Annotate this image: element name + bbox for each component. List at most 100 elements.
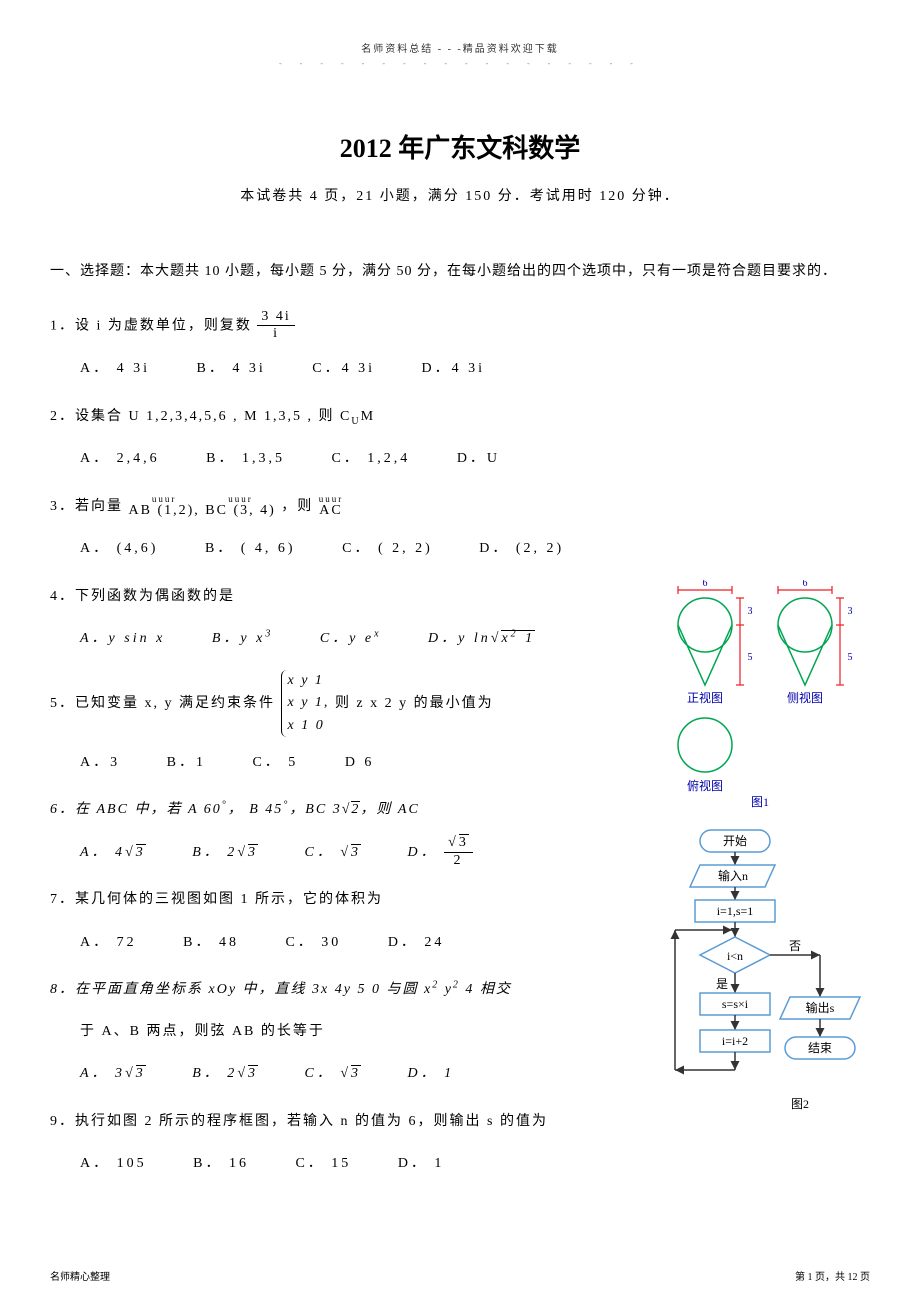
q1-D: D．4 3i (421, 351, 485, 387)
q4-D-sqrt-sup: 2 (511, 629, 519, 640)
q3-ac: AC (319, 503, 342, 518)
footer-left: 名师精心整理 (50, 1268, 110, 1283)
q5-post: 则 z x 2 y 的最小值为 (335, 696, 494, 711)
q3-mid: ，则 (281, 499, 319, 514)
q4-A: A．y sin x (80, 621, 165, 657)
flow-end: 结束 (808, 1041, 832, 1055)
q1-frac-den: i (257, 326, 294, 343)
q8-B-sqrt: 3 (248, 1065, 258, 1081)
q2-options: A． 2,4,6 B． 1,3,5 C． 1,2,4 D．U (50, 441, 870, 477)
q3-ab: AB (1,2), (129, 503, 200, 518)
q3-D: D． (2, 2) (479, 531, 564, 567)
flow-step1: s=s×i (722, 997, 749, 1011)
q7-C: C． 30 (285, 925, 341, 961)
question-9: 9．执行如图 2 所示的程序框图，若输入 n 的值为 6，则输出 s 的值为 (50, 1105, 650, 1139)
question-8-line2: 于 A、B 两点，则弦 AB 的长等于 (50, 1015, 650, 1049)
q6-C-sqrt: 3 (351, 844, 361, 860)
q9-B: B． 16 (193, 1146, 249, 1182)
q8-D: D． 1 (408, 1056, 455, 1092)
q6-B-sqrt: 3 (248, 844, 258, 860)
fig1-dim6b: 6 (803, 580, 808, 589)
section-1-heading: 一、选择题：本大题共 10 小题，每小题 5 分，满分 50 分，在每小题给出的… (50, 255, 870, 289)
q8-sup2: 2 (453, 980, 460, 991)
q5-pre: 5．已知变量 x, y 满足约束条件 (50, 696, 275, 711)
q1-options: A． 4 3i B． 4 3i C．4 3i D．4 3i (50, 351, 870, 387)
q9-options: A． 105 B． 16 C． 15 D． 1 (50, 1146, 650, 1182)
fig1-dim5a: 5 (748, 652, 753, 663)
q8-C-pre: C． (305, 1066, 341, 1081)
question-8: 8．在平面直角坐标系 xOy 中，直线 3x 4y 5 0 与圆 x2 y2 4… (50, 973, 650, 1007)
q6-D-num: 3 (459, 834, 469, 850)
flow-no: 否 (789, 939, 801, 953)
q2-C: C． 1,2,4 (331, 441, 410, 477)
q3-bc: BC (3, 4) (205, 503, 276, 518)
q5-B: B．1 (167, 745, 206, 781)
page-subtitle: 本试卷共 4 页，21 小题，满分 150 分．考试用时 120 分钟． (50, 185, 870, 205)
q3-B: B． ( 4, 6) (205, 531, 296, 567)
q6-mid2: ，BC 3 (289, 802, 341, 817)
fig1-label-side: 侧视图 (787, 690, 823, 705)
q1-C: C．4 3i (312, 351, 375, 387)
flow-output: 输出s (806, 1000, 835, 1015)
fig1-label-front: 正视图 (687, 690, 723, 705)
q2-D: D．U (457, 441, 500, 477)
q8-B-pre: B． 2 (192, 1066, 237, 1081)
q8-pre: 8．在平面直角坐标系 xOy 中，直线 3x 4y 5 0 与圆 x (50, 982, 432, 997)
fig1-dim6a: 6 (703, 580, 708, 589)
page-title: 2012 年广东文科数学 (50, 128, 870, 165)
fig1-dim3b: 3 (848, 606, 853, 617)
q4-D-sqrt-tail: 1 (519, 631, 536, 646)
q3-options: A． (4,6) B． ( 4, 6) C． ( 2, 2) D． (2, 2) (50, 531, 870, 567)
q7-B: B． 48 (183, 925, 239, 961)
figure-1: 6 3 5 6 3 5 正视图 侧视图 俯视图 图1 (660, 580, 860, 810)
q8-C-sqrt: 3 (351, 1065, 361, 1081)
q3-A: A． (4,6) (80, 531, 158, 567)
flow-init: i=1,s=1 (717, 904, 754, 918)
q6-tail: ，则 AC (360, 802, 419, 817)
question-5: 5．已知变量 x, y 满足约束条件 x y 1 x y 1, x 1 0 则 … (50, 670, 650, 737)
q1-frac-num: 3 4i (257, 309, 294, 327)
q4-B-sup: 3 (265, 629, 273, 640)
q6-B-pre: B． 2 (192, 845, 237, 860)
fig1-dim5b: 5 (848, 652, 853, 663)
header-dots: - - - - - - - - - - - - - - - - - - (50, 59, 870, 68)
q6-options: A． 4√3 B． 2√3 C． √3 D． √3 2 (50, 835, 650, 871)
q3-pre: 3．若向量 (50, 499, 129, 514)
flow-start: 开始 (723, 834, 747, 848)
q9-A: A． 105 (80, 1146, 147, 1182)
q2-B: B． 1,3,5 (206, 441, 285, 477)
q2-A: A． 2,4,6 (80, 441, 160, 477)
q5-A: A．3 (80, 745, 120, 781)
header-note: 名师资料总结 - - -精品资料欢迎下载 (50, 40, 870, 55)
q5-c1: x y 1 (288, 670, 330, 692)
question-2: 2．设集合 U 1,2,3,4,5,6 , M 1,3,5 , 则 CUM (50, 400, 870, 434)
q4-D-pre: D．y ln (428, 631, 491, 646)
q1-A: A． 4 3i (80, 351, 150, 387)
question-4: 4．下列函数为偶函数的是 (50, 580, 650, 614)
question-6: 6．在 ABC 中，若 A 60°， B 45°，BC 3√2，则 AC (50, 793, 650, 827)
fig1-label-top: 俯视图 (687, 778, 723, 793)
question-3: 3．若向量 uuur AB (1,2), uuur BC (3, 4) ，则 u… (50, 490, 870, 524)
flow-yes: 是 (716, 977, 728, 991)
question-7: 7．某几何体的三视图如图 1 所示，它的体积为 (50, 883, 650, 917)
q5-C: C． 5 (252, 745, 298, 781)
q4-options: A．y sin x B．y x3 C．y ex D．y ln√x2 1 (50, 621, 650, 657)
flow-cond: i<n (727, 949, 743, 963)
q7-A: A． 72 (80, 925, 137, 961)
q2-tail: M (361, 409, 375, 424)
flow-input: 输入n (718, 868, 748, 883)
q4-C-sup: x (374, 629, 381, 640)
q8-options: A． 3√3 B． 2√3 C． √3 D． 1 (50, 1056, 650, 1092)
q1-stem: 1．设 i 为虚数单位，则复数 (50, 318, 252, 333)
q2-stem: 2．设集合 U 1,2,3,4,5,6 , M 1,3,5 , 则 C (50, 409, 351, 424)
q5-c2: x y 1, (288, 692, 330, 714)
q8-A-pre: A． 3 (80, 1066, 125, 1081)
q5-D: D 6 (345, 745, 375, 781)
question-1: 1．设 i 为虚数单位，则复数 3 4i i (50, 309, 870, 344)
q4-B-pre: B．y x (212, 631, 265, 646)
q8-tail: 4 相交 (460, 982, 512, 997)
q8-mid: y (439, 982, 453, 997)
q7-D: D． 24 (388, 925, 445, 961)
q6-A-sqrt: 3 (136, 844, 146, 860)
q6-D-den: 2 (444, 853, 473, 870)
